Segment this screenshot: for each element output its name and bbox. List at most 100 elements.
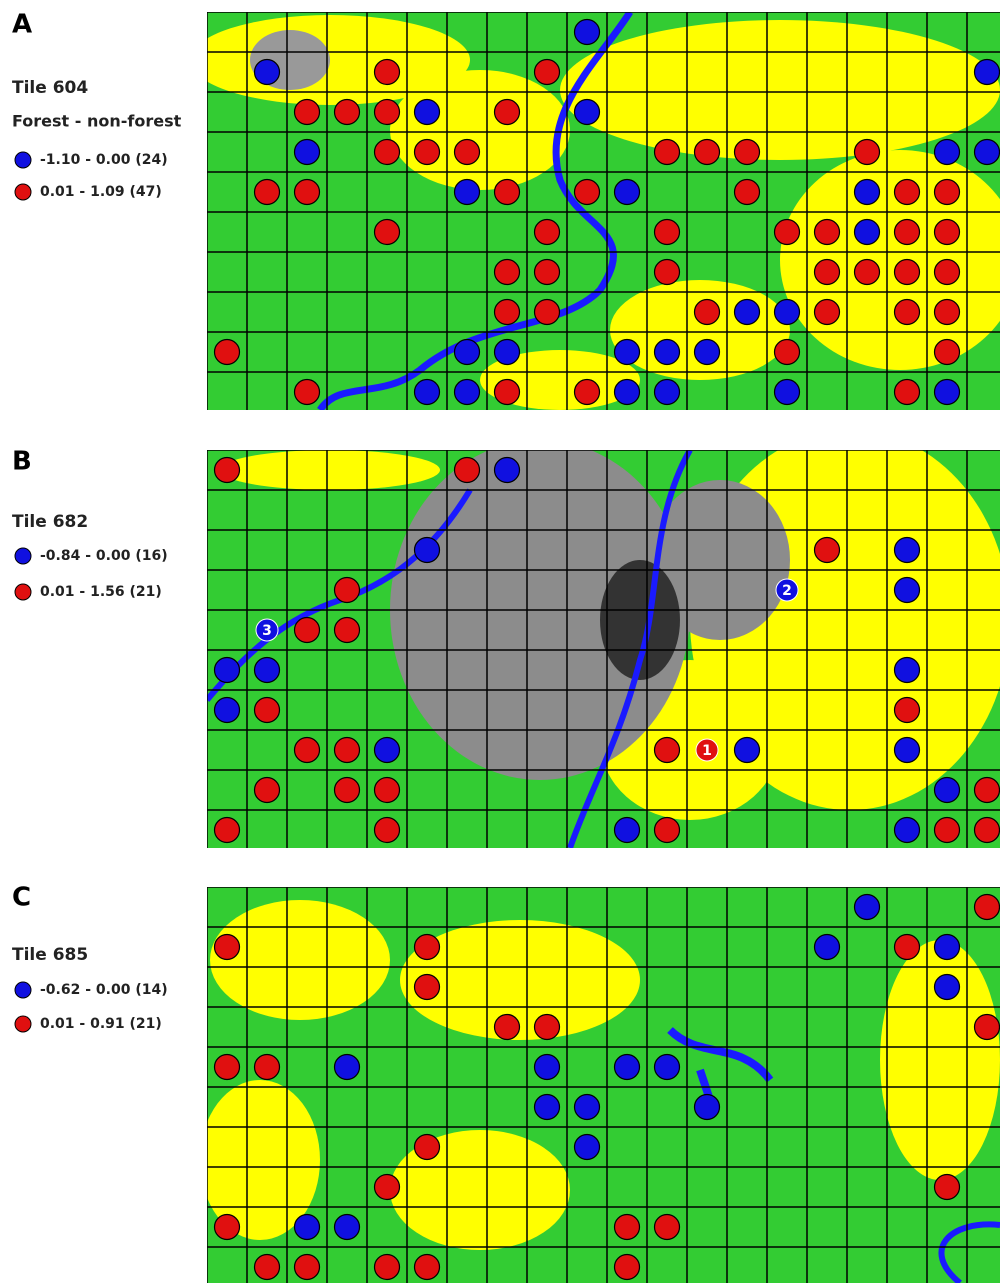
tile-marker	[935, 380, 960, 405]
tile-marker	[415, 975, 440, 1000]
tile-marker	[535, 220, 560, 245]
tile-marker	[895, 220, 920, 245]
legend-heading: Forest - non-forest	[12, 112, 182, 131]
marker-label: 2	[782, 583, 792, 599]
tile-marker	[495, 180, 520, 205]
panel-letter: B	[12, 447, 32, 477]
tile-marker	[295, 380, 320, 405]
tile-marker	[335, 578, 360, 603]
tile-marker	[855, 140, 880, 165]
tile-marker	[775, 300, 800, 325]
tile-marker	[895, 380, 920, 405]
tile-marker	[655, 140, 680, 165]
tile-marker	[895, 738, 920, 763]
tile-marker	[775, 340, 800, 365]
tile-marker	[295, 738, 320, 763]
tile-marker	[615, 380, 640, 405]
tile-marker	[215, 818, 240, 843]
tile-marker	[215, 1055, 240, 1080]
tile-marker	[535, 300, 560, 325]
tile-marker	[255, 778, 280, 803]
tile-marker	[655, 380, 680, 405]
tile-marker	[335, 778, 360, 803]
tile-marker	[975, 1015, 1000, 1040]
tile-marker	[455, 180, 480, 205]
tile-marker	[895, 538, 920, 563]
tile-marker	[655, 1055, 680, 1080]
tile-marker	[735, 738, 760, 763]
land-cover	[210, 900, 390, 1020]
tile-marker	[935, 778, 960, 803]
tile-marker	[415, 1255, 440, 1280]
tile-marker	[655, 738, 680, 763]
tile-marker	[815, 935, 840, 960]
legend-swatch	[15, 548, 31, 564]
panel-letter: A	[12, 10, 32, 40]
tile-marker	[575, 180, 600, 205]
tile-marker	[455, 340, 480, 365]
tile-marker	[295, 1215, 320, 1240]
legend-entry: 0.01 - 1.09 (47)	[40, 184, 162, 200]
tile-marker	[375, 140, 400, 165]
tile-marker	[255, 1255, 280, 1280]
tile-marker	[575, 1095, 600, 1120]
tile-marker	[895, 818, 920, 843]
map-panel	[190, 12, 1000, 412]
tile-marker	[815, 220, 840, 245]
tile-title: Tile 682	[12, 512, 88, 532]
tile-marker	[695, 340, 720, 365]
tile-marker	[935, 935, 960, 960]
tile-marker	[895, 698, 920, 723]
tile-marker	[375, 100, 400, 125]
legend-entry: 0.01 - 0.91 (21)	[40, 1016, 162, 1032]
tile-marker	[855, 260, 880, 285]
tile-marker	[535, 260, 560, 285]
tile-marker	[615, 1255, 640, 1280]
tile-marker	[655, 818, 680, 843]
tile-marker	[335, 100, 360, 125]
tile-marker	[615, 1055, 640, 1080]
marker-label: 1	[702, 743, 712, 759]
figure: A Tile 604 Forest - non-forest -1.10 - 0…	[0, 0, 1000, 1283]
tile-marker	[455, 458, 480, 483]
tile-marker	[655, 1215, 680, 1240]
tile-marker	[335, 618, 360, 643]
tile-marker	[695, 300, 720, 325]
land-cover	[560, 20, 1000, 160]
tile-marker	[255, 1055, 280, 1080]
tile-marker	[415, 380, 440, 405]
tile-marker	[855, 220, 880, 245]
tile-marker	[615, 818, 640, 843]
tile-marker	[575, 380, 600, 405]
tile-marker	[295, 1255, 320, 1280]
panel-letter: C	[12, 883, 31, 913]
tile-marker	[495, 1015, 520, 1040]
tile-marker	[935, 180, 960, 205]
tile-marker	[815, 300, 840, 325]
tile-marker	[535, 60, 560, 85]
tile-marker	[895, 578, 920, 603]
tile-marker	[815, 538, 840, 563]
tile-marker	[215, 698, 240, 723]
tile-marker	[815, 260, 840, 285]
marker-label: 3	[262, 623, 272, 639]
legend-swatch	[15, 184, 31, 200]
tile-marker	[895, 935, 920, 960]
tile-title: Tile 685	[12, 945, 88, 965]
tile-marker	[375, 738, 400, 763]
tile-marker	[735, 140, 760, 165]
tile-marker	[255, 60, 280, 85]
tile-marker	[415, 1135, 440, 1160]
tile-marker	[775, 220, 800, 245]
tile-marker	[935, 818, 960, 843]
tile-marker	[415, 140, 440, 165]
tile-marker	[535, 1055, 560, 1080]
tile-marker	[535, 1095, 560, 1120]
tile-marker	[615, 1215, 640, 1240]
tile-marker	[615, 180, 640, 205]
tile-marker	[375, 778, 400, 803]
tile-marker	[935, 300, 960, 325]
tile-marker	[375, 1255, 400, 1280]
tile-marker	[495, 340, 520, 365]
land-cover	[610, 280, 790, 380]
